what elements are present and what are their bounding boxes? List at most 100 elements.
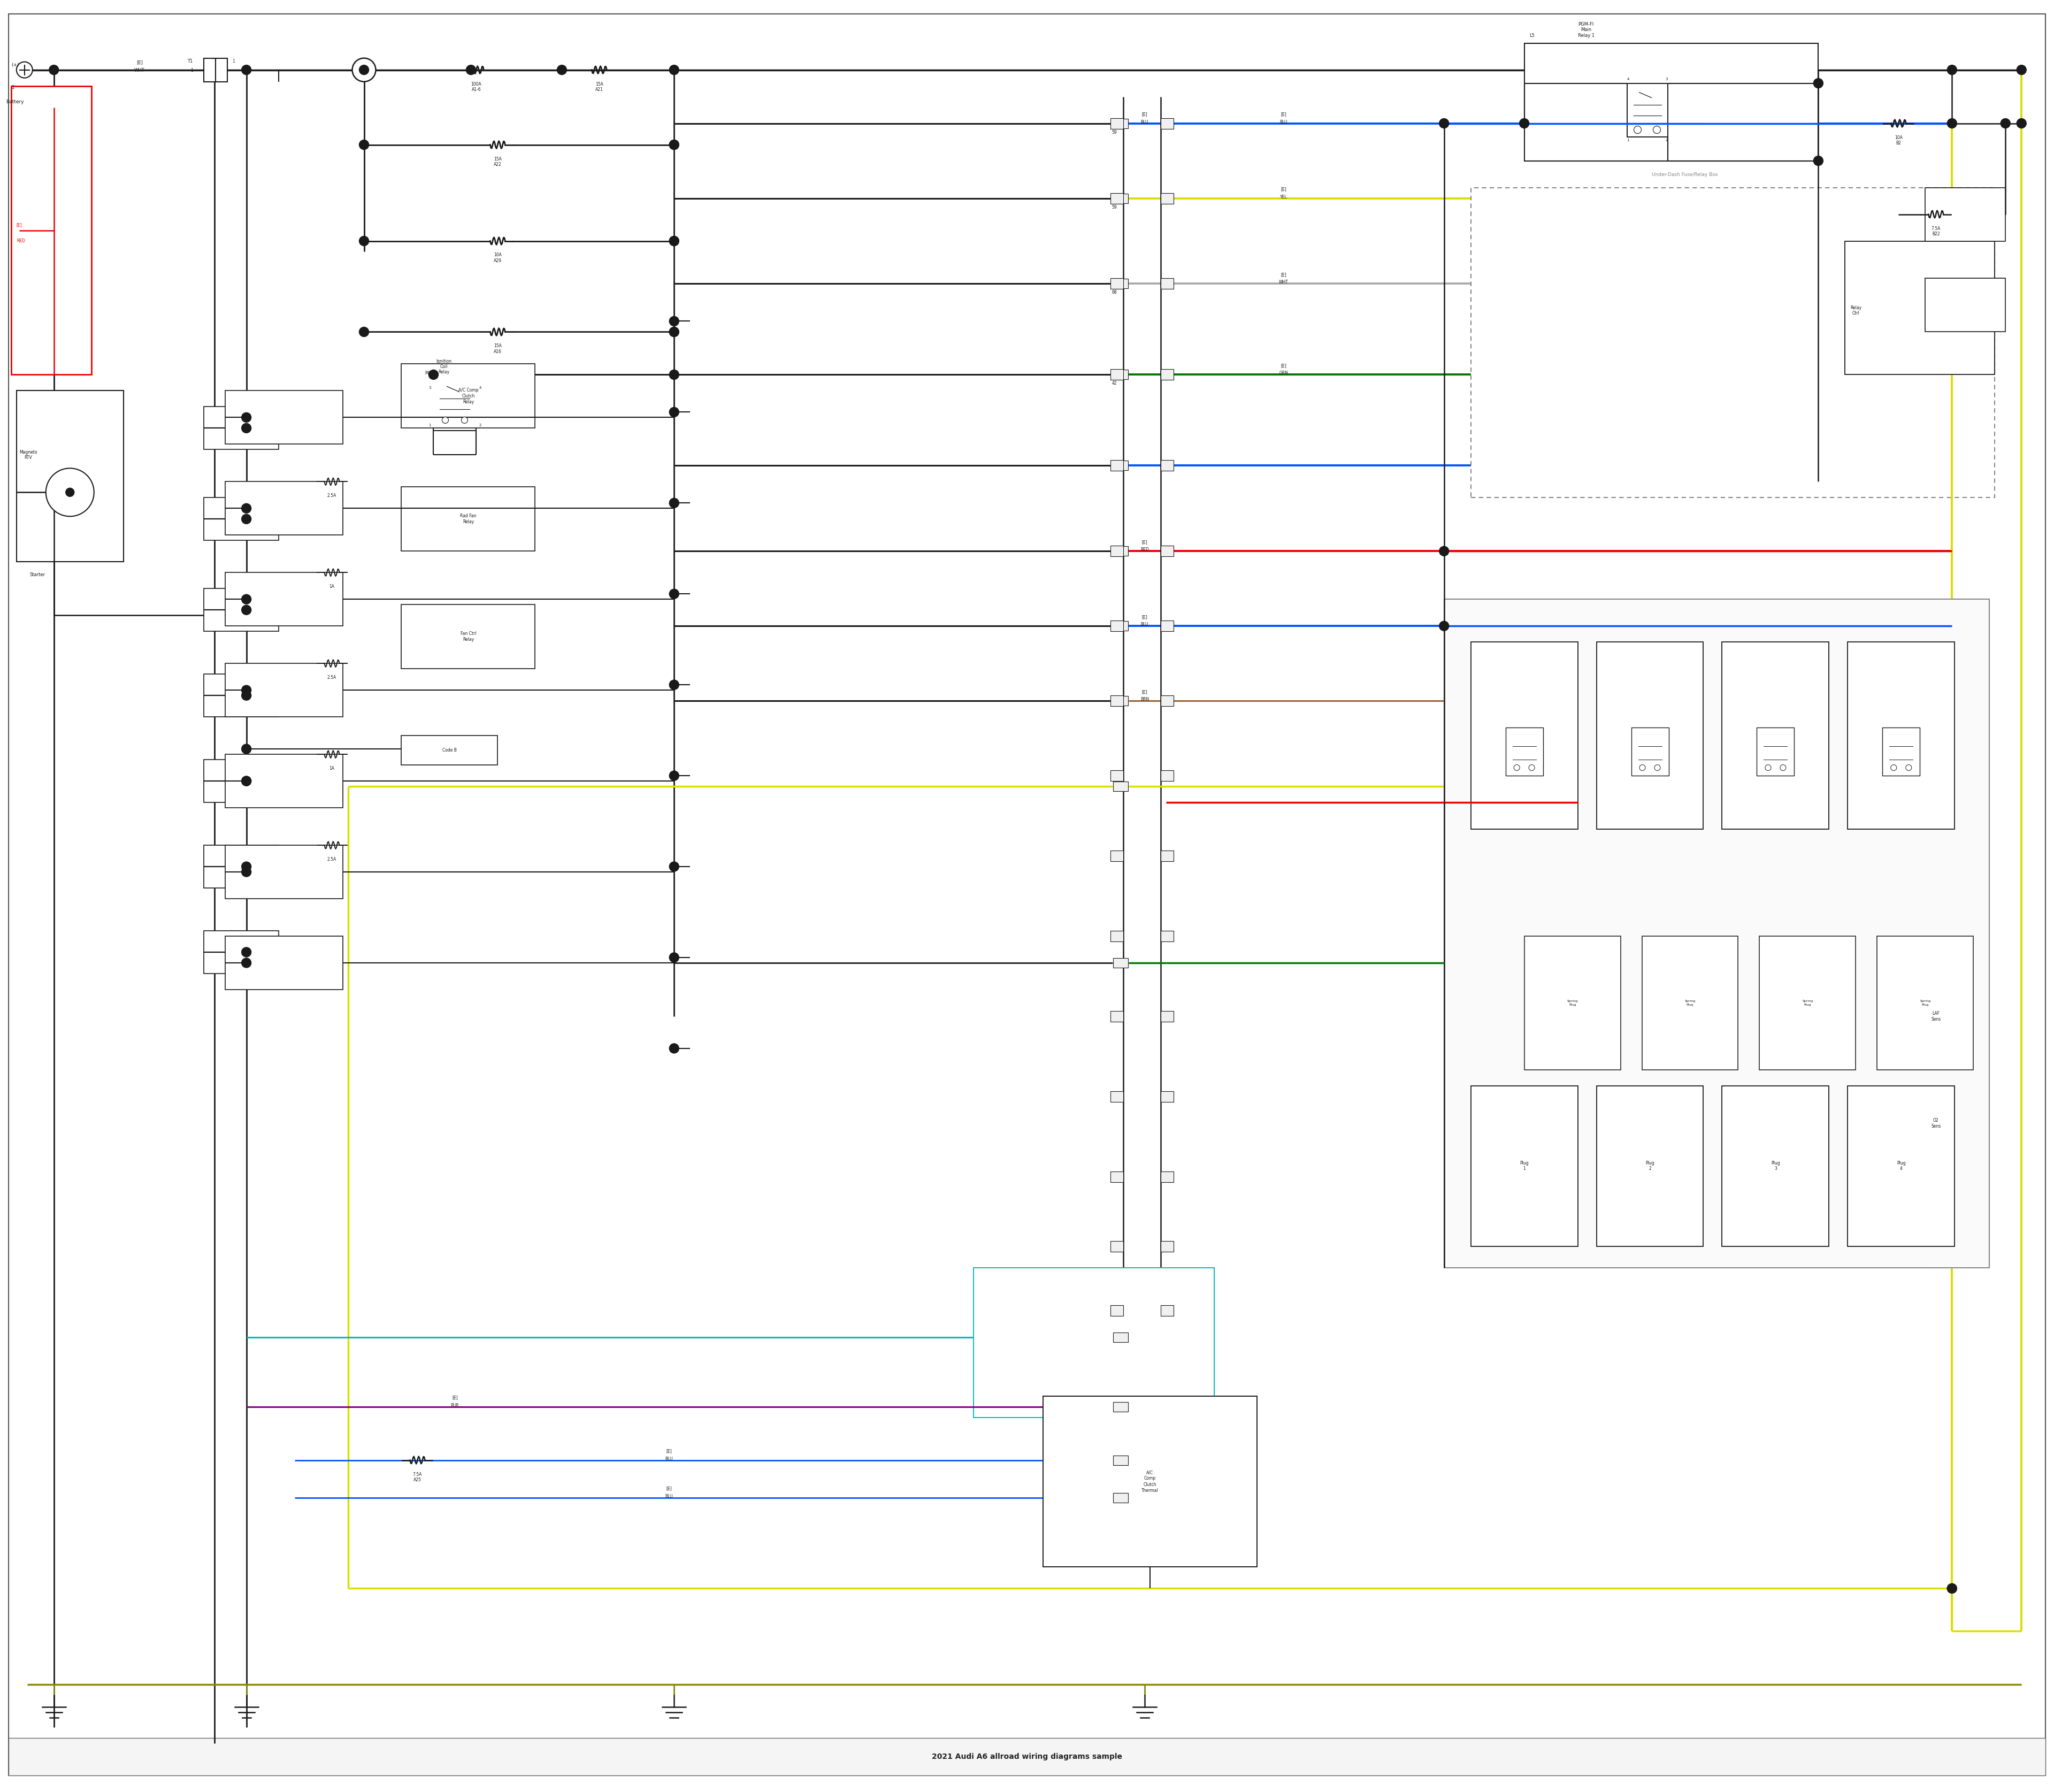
Circle shape	[670, 862, 680, 871]
Circle shape	[1814, 79, 1824, 88]
Circle shape	[1440, 547, 1448, 556]
Text: A/C
Comp
Clutch
Thermal: A/C Comp Clutch Thermal	[1142, 1469, 1158, 1493]
Text: Starter: Starter	[31, 572, 45, 577]
Bar	[1113, 194, 1128, 202]
Bar	[1161, 278, 1173, 289]
Circle shape	[2017, 65, 2027, 75]
Circle shape	[670, 237, 680, 246]
Bar	[1161, 771, 1173, 781]
Text: [E]: [E]	[16, 222, 23, 228]
Circle shape	[242, 504, 251, 513]
Bar	[1111, 930, 1124, 941]
Text: Plug
3: Plug 3	[1771, 1161, 1781, 1172]
Circle shape	[1947, 1584, 1957, 1593]
Text: Spring
Plug: Spring Plug	[1567, 1000, 1577, 1005]
Text: 2.5A: 2.5A	[327, 676, 337, 679]
Text: GRN: GRN	[1280, 371, 1288, 376]
Bar	[203, 57, 216, 82]
Bar	[1113, 1401, 1128, 1412]
Circle shape	[1764, 765, 1771, 771]
Text: 1: 1	[10, 84, 14, 90]
Text: [E]: [E]	[1142, 539, 1148, 545]
Circle shape	[242, 606, 251, 615]
Circle shape	[670, 498, 680, 507]
Bar	[1524, 43, 1818, 161]
Bar	[1756, 728, 1795, 776]
Circle shape	[242, 412, 251, 423]
Text: 4: 4	[1627, 77, 1629, 81]
Bar	[203, 407, 279, 450]
Circle shape	[466, 65, 477, 75]
Bar	[1524, 935, 1621, 1070]
Text: [E]: [E]	[665, 1450, 672, 1453]
Circle shape	[1906, 765, 1912, 771]
Bar	[1849, 642, 1955, 830]
Text: Plug
4: Plug 4	[1896, 1161, 1906, 1172]
Text: RED: RED	[16, 238, 25, 244]
Bar	[1444, 599, 1990, 1267]
Text: BLU: BLU	[1140, 120, 1148, 124]
Text: [E]: [E]	[1142, 113, 1148, 116]
Text: Relay
Ctrl: Relay Ctrl	[1851, 305, 1861, 315]
Bar	[433, 378, 477, 430]
Circle shape	[359, 65, 370, 75]
Bar	[1111, 1240, 1124, 1251]
Circle shape	[49, 65, 60, 75]
Text: [E]: [E]	[136, 59, 142, 65]
Bar	[1113, 369, 1128, 380]
Bar	[1161, 695, 1173, 706]
Bar	[1161, 1011, 1173, 1021]
Text: Spring
Plug: Spring Plug	[1684, 1000, 1695, 1005]
Circle shape	[1639, 765, 1645, 771]
Bar	[401, 735, 497, 765]
Circle shape	[670, 679, 680, 690]
Bar	[1844, 240, 1994, 375]
Bar	[1161, 194, 1173, 204]
Bar	[1113, 781, 1128, 792]
Bar	[8, 1738, 2046, 1776]
Text: L5: L5	[1530, 32, 1534, 38]
Bar	[1849, 1086, 1955, 1245]
Text: Fan Ctrl
Relay: Fan Ctrl Relay	[460, 631, 477, 642]
Text: BRN: BRN	[1140, 697, 1148, 702]
Text: 59: 59	[1111, 129, 1117, 134]
Bar	[216, 57, 228, 82]
Bar	[203, 760, 279, 803]
Text: Magneto
RTV: Magneto RTV	[18, 450, 37, 461]
Text: YEL: YEL	[1280, 195, 1288, 199]
Text: 2.5A: 2.5A	[327, 493, 337, 498]
Bar	[1631, 728, 1668, 776]
Bar	[1925, 278, 2005, 332]
Bar	[1471, 188, 1994, 498]
Circle shape	[242, 744, 251, 754]
Bar	[1111, 194, 1124, 204]
Circle shape	[1947, 118, 1957, 129]
Text: Plug
1: Plug 1	[1520, 1161, 1528, 1172]
Text: 59: 59	[1111, 204, 1117, 210]
Circle shape	[2017, 118, 2027, 129]
Bar	[1161, 851, 1173, 862]
Circle shape	[1814, 156, 1824, 165]
Bar	[1113, 695, 1128, 706]
Circle shape	[16, 63, 33, 77]
Text: Ignition
Coil
Relay: Ignition Coil Relay	[435, 358, 452, 375]
Text: A/C Comp
Clutch
Relay: A/C Comp Clutch Relay	[458, 387, 479, 405]
Bar	[1111, 1305, 1124, 1315]
Circle shape	[670, 1043, 680, 1054]
Text: 7.5A
A25: 7.5A A25	[413, 1471, 423, 1482]
Text: 3: 3	[429, 387, 431, 389]
Text: [E]: [E]	[1282, 364, 1286, 367]
Circle shape	[670, 328, 680, 337]
Bar	[1111, 851, 1124, 862]
Circle shape	[1653, 765, 1660, 771]
Bar	[10, 86, 90, 375]
Bar	[1721, 1086, 1828, 1245]
Bar	[1760, 935, 1855, 1070]
Bar	[974, 1267, 1214, 1417]
Text: 10A
B2: 10A B2	[1894, 134, 1902, 145]
Circle shape	[1440, 118, 1448, 129]
Text: Plug
2: Plug 2	[1645, 1161, 1653, 1172]
Circle shape	[1633, 125, 1641, 134]
Text: 2021 Audi A6 allroad wiring diagrams sample: 2021 Audi A6 allroad wiring diagrams sam…	[933, 1753, 1121, 1760]
Circle shape	[359, 328, 370, 337]
